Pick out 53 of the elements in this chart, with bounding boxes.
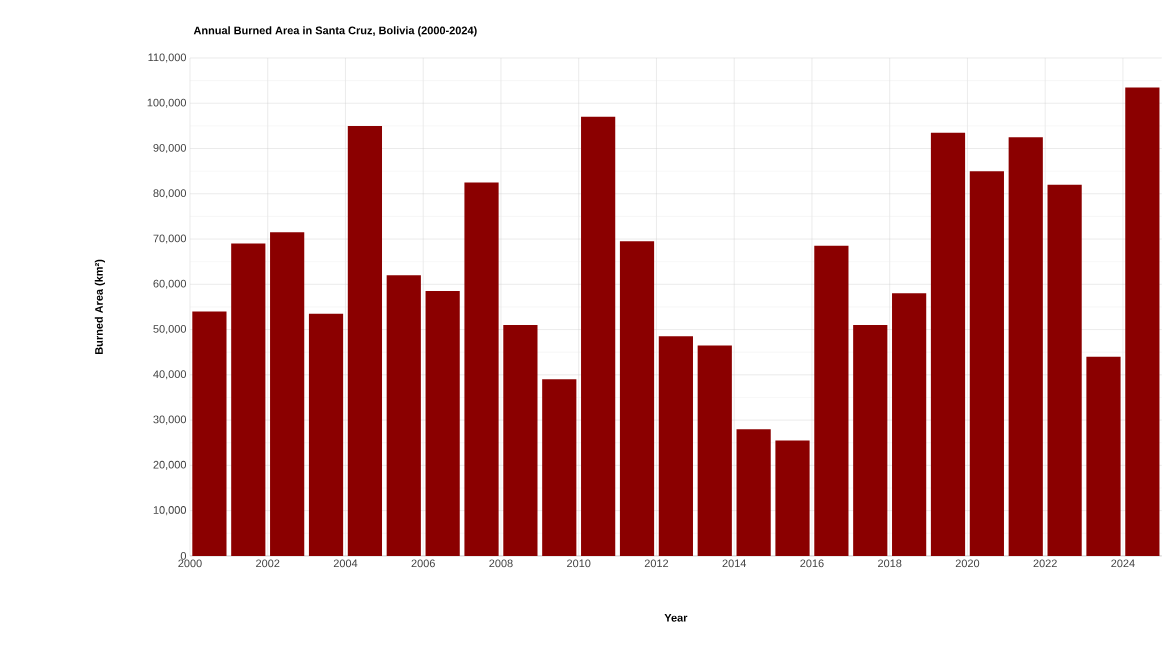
y-tick-label: 70,000 [153, 234, 187, 244]
bar [464, 182, 499, 556]
bar [581, 116, 616, 556]
y-tick-label: 60,000 [153, 279, 187, 289]
y-tick-label: 100,000 [147, 98, 187, 108]
y-tick-label: 110,000 [148, 53, 187, 63]
bar [270, 232, 305, 556]
x-tick-label: 2008 [489, 559, 513, 568]
x-tick-label: 2002 [256, 559, 280, 568]
x-tick-label: 2016 [800, 559, 824, 568]
chart-title: Annual Burned Area in Santa Cruz, Bolivia (2000-2024) [193, 26, 477, 37]
bar [697, 345, 732, 556]
bar [1086, 356, 1121, 556]
bar [308, 313, 344, 556]
y-tick-label: 80,000 [153, 189, 187, 199]
bar [930, 132, 966, 556]
bar [542, 379, 577, 556]
x-axis-title: Year [664, 614, 688, 622]
y-tick-label: 40,000 [153, 370, 187, 380]
bar [853, 325, 888, 556]
x-tick-label: 2018 [878, 559, 902, 568]
x-tick-label: 2010 [567, 559, 591, 568]
bar [814, 245, 849, 556]
bar [969, 171, 1004, 556]
bar [386, 275, 421, 556]
y-axis-title: Burned Area (km²) [94, 259, 106, 355]
x-tick-label: 2000 [178, 559, 202, 568]
y-tick-label: 30,000 [153, 415, 187, 425]
bar [503, 325, 538, 556]
bar [619, 241, 655, 556]
y-tick-label: 50,000 [153, 325, 187, 335]
bar [425, 291, 460, 556]
y-tick-label: 0 [180, 552, 187, 560]
bar [892, 293, 927, 556]
x-tick-label: 2020 [955, 559, 980, 568]
y-tick-label: 20,000 [153, 460, 187, 470]
y-tick-label: 10,000 [153, 506, 187, 516]
bar [192, 311, 227, 556]
x-tick-label: 2024 [1111, 559, 1135, 568]
x-tick-label: 2022 [1033, 559, 1057, 568]
bar [775, 440, 810, 556]
bar [658, 336, 693, 556]
x-tick-label: 2004 [333, 559, 358, 568]
bar [1047, 184, 1082, 556]
x-tick-label: 2014 [722, 559, 747, 568]
bar [347, 125, 383, 556]
x-tick-label: 2006 [411, 559, 435, 568]
bar [1008, 137, 1043, 556]
bar [1125, 87, 1160, 556]
bar [231, 243, 266, 556]
x-tick-label: 2012 [644, 559, 669, 568]
bar [736, 429, 771, 556]
y-tick-label: 90,000 [153, 144, 187, 154]
